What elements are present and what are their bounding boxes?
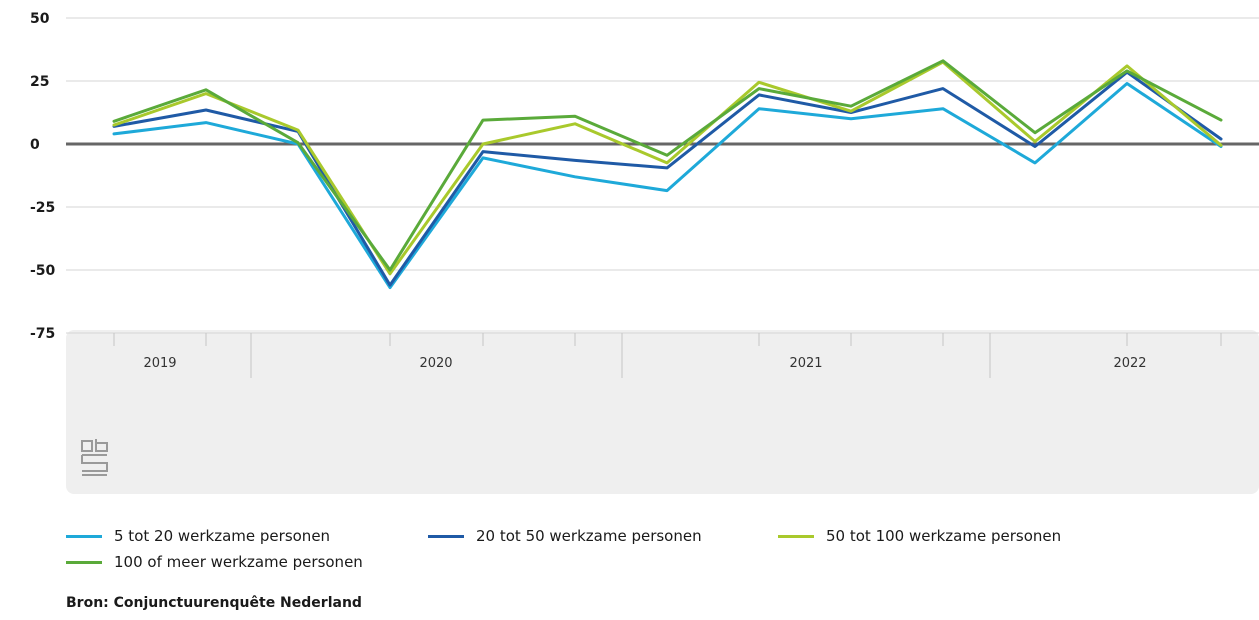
series-line	[112, 82, 1223, 290]
series-line	[112, 70, 1223, 287]
legend-swatch	[428, 534, 464, 538]
legend-item-100-of-meer: 100 of meer werkzame personen	[66, 553, 363, 571]
legend-swatch	[778, 534, 814, 538]
legend-swatch	[66, 534, 102, 538]
legend-label: 20 tot 50 werkzame personen	[476, 527, 702, 545]
source-note: Bron: Conjunctuurenquête Nederland	[66, 595, 362, 611]
x-axis-years: 2019 2020 2021 2022	[113, 333, 1222, 378]
series-line	[112, 59, 1223, 272]
y-tick-label: 0	[30, 137, 40, 153]
cbs-logo-icon	[80, 438, 110, 484]
legend-item-50-tot-100: 50 tot 100 werkzame personen	[778, 527, 1061, 545]
legend-label: 100 of meer werkzame personen	[114, 553, 363, 571]
legend-item-20-tot-50: 20 tot 50 werkzame personen	[428, 527, 702, 545]
y-tick-label: -50	[30, 263, 56, 279]
legend-label: 5 tot 20 werkzame personen	[114, 527, 331, 545]
y-tick-label: 50	[30, 11, 50, 27]
y-tick-labels: 50 25 0 -25 -50 -75	[30, 11, 56, 342]
year-label: 2021	[789, 356, 822, 371]
legend-label: 50 tot 100 werkzame personen	[826, 527, 1062, 545]
y-tick-label: -25	[30, 200, 55, 216]
year-label: 2022	[1113, 356, 1146, 371]
year-label: 2019	[143, 356, 176, 371]
y-tick-label: 25	[30, 74, 49, 90]
series-line	[112, 60, 1223, 276]
legend-item-5-tot-20: 5 tot 20 werkzame personen	[66, 527, 330, 545]
x-axis-band	[66, 330, 1259, 494]
year-label: 2020	[419, 356, 452, 371]
y-tick-label: -75	[30, 326, 55, 342]
series-layer	[112, 59, 1223, 290]
grid-layer	[66, 17, 1259, 334]
legend-swatch	[66, 560, 102, 564]
